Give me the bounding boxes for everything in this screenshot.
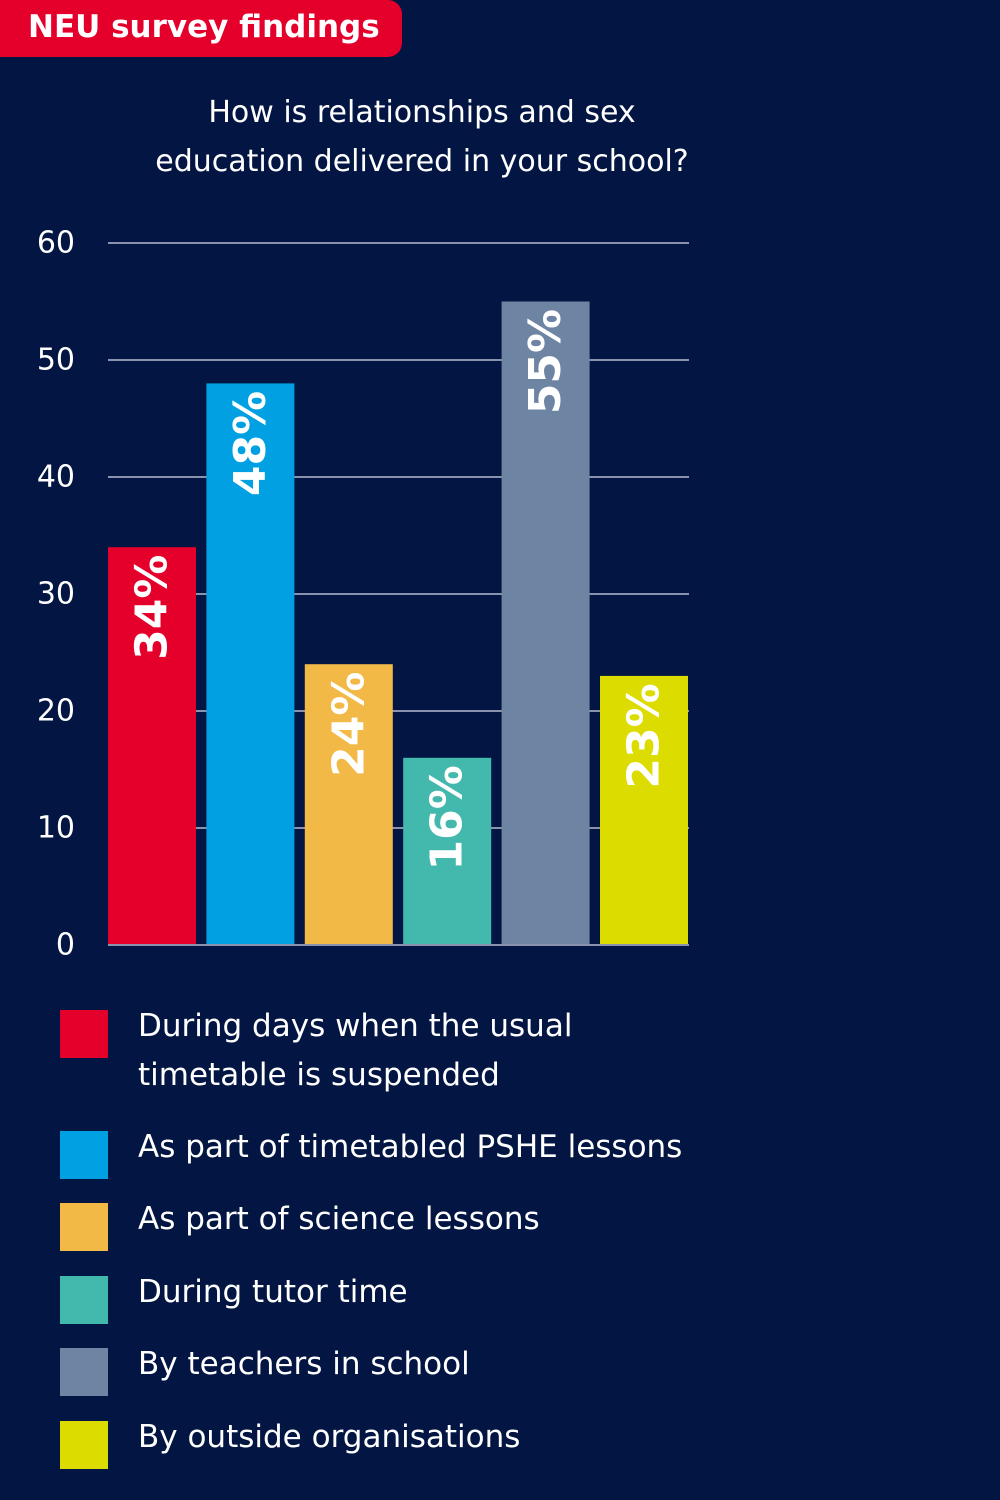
legend-swatch bbox=[60, 1276, 108, 1324]
chart-title-line-2: education delivered in your school? bbox=[155, 144, 689, 179]
bar-value-label: 16% bbox=[422, 765, 473, 870]
chart-title: How is relationships and sex education d… bbox=[100, 88, 744, 186]
y-tick-label: 20 bbox=[37, 694, 75, 729]
bar bbox=[108, 547, 196, 945]
y-tick-label: 10 bbox=[37, 811, 75, 846]
bar-chart: 0 10 20 30 40 50 60 34% 48% 24% 16% 55% 23% bbox=[37, 226, 689, 963]
y-tick-label: 50 bbox=[37, 343, 75, 378]
y-tick-label: 60 bbox=[37, 226, 75, 261]
legend-label-line: As part of science lessons bbox=[138, 1201, 540, 1237]
legend-label-line: During tutor time bbox=[138, 1274, 408, 1310]
legend-label-line: By teachers in school bbox=[138, 1346, 470, 1382]
legend-label-line: timetable is suspended bbox=[138, 1057, 500, 1093]
bar-value-label: 34% bbox=[127, 555, 178, 660]
bar bbox=[501, 301, 590, 945]
chart-title-line-1: How is relationships and sex bbox=[208, 95, 636, 130]
bar bbox=[403, 757, 492, 945]
y-tick-label: 30 bbox=[37, 577, 75, 612]
legend-label: By teachers in school bbox=[138, 1340, 778, 1389]
y-tick-label: 0 bbox=[56, 928, 75, 963]
bar bbox=[304, 664, 393, 945]
legend-swatch bbox=[60, 1348, 108, 1396]
legend-label: During tutor time bbox=[138, 1268, 778, 1317]
bar bbox=[206, 383, 295, 945]
legend-label-line: During days when the usual bbox=[138, 1008, 573, 1044]
legend-label: During days when the usual timetable is … bbox=[138, 1002, 778, 1100]
chart-legend: During days when the usual timetable is … bbox=[0, 990, 1000, 1480]
bar-value-label: 23% bbox=[619, 683, 670, 788]
bar-value-label: 55% bbox=[520, 309, 571, 414]
legend-label-line: By outside organisations bbox=[138, 1419, 521, 1455]
legend-swatch bbox=[60, 1203, 108, 1251]
section-tag: NEU survey findings bbox=[0, 0, 402, 57]
legend-swatch bbox=[60, 1421, 108, 1469]
legend-label: As part of timetabled PSHE lessons bbox=[138, 1123, 778, 1172]
legend-label: As part of science lessons bbox=[138, 1195, 778, 1244]
y-tick-label: 40 bbox=[37, 460, 75, 495]
bar bbox=[600, 675, 688, 945]
legend-swatch bbox=[60, 1131, 108, 1179]
legend-label-line: As part of timetabled PSHE lessons bbox=[138, 1129, 683, 1165]
section-tag-label: NEU survey findings bbox=[28, 9, 380, 45]
legend-label: By outside organisations bbox=[138, 1413, 778, 1462]
bar-value-label: 48% bbox=[225, 391, 276, 496]
bar-value-label: 24% bbox=[323, 672, 374, 777]
legend-swatch bbox=[60, 1010, 108, 1058]
